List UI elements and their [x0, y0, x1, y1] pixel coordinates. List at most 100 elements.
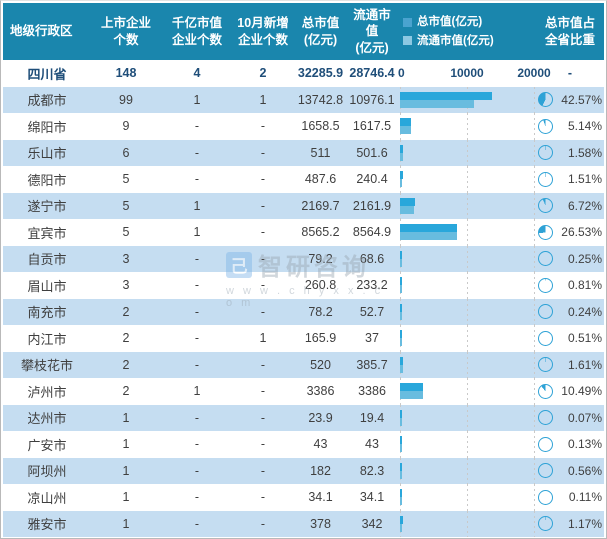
- new-october-count: 1: [259, 331, 267, 346]
- billion-cap-count: -: [194, 278, 200, 293]
- share-value: 0.51%: [567, 331, 602, 346]
- share-cell: 0.24%: [536, 299, 604, 326]
- share-pie-icon: [538, 330, 553, 346]
- bar-chart-cell: [396, 298, 536, 325]
- table-row: 凉山州 1 - - 34.1 34.1 0.11%: [3, 484, 604, 511]
- circulating-cap-bar: [400, 470, 402, 479]
- circulating-market-cap: 52.7: [359, 304, 385, 319]
- table-row: 德阳市 5 - - 487.6 240.4 1.51%: [3, 166, 604, 193]
- bar-pair: [400, 250, 402, 267]
- listed-count: 1: [122, 437, 130, 452]
- total-cap-bar: [400, 462, 402, 471]
- circulating-cap-bar: [400, 364, 403, 373]
- chart-gridline: [534, 272, 535, 299]
- share-cell: 26.53%: [536, 219, 604, 246]
- new-october-count: 1: [259, 92, 267, 107]
- share-cell: 10.49%: [536, 378, 604, 405]
- chart-gridline: [467, 139, 468, 166]
- total-market-cap: 32285.9: [297, 66, 344, 81]
- share-value: 26.53%: [561, 225, 602, 240]
- total-market-cap: 3386: [306, 384, 335, 399]
- chart-gridline: [467, 325, 468, 352]
- listed-count: 3: [122, 251, 130, 266]
- region-name: 内江市: [27, 331, 67, 347]
- bar-chart-cell: [396, 245, 536, 272]
- region-name: 乐山市: [27, 146, 67, 162]
- bar-chart-axis: 0 10000 20000: [396, 60, 551, 87]
- circulating-cap-bar: [400, 179, 402, 188]
- share-value: 0.24%: [567, 304, 602, 319]
- table-row: 攀枝花市 2 - - 520 385.7 1.61%: [3, 351, 604, 378]
- chart-gridline: [467, 457, 468, 484]
- new-october-count: -: [260, 198, 266, 213]
- circulating-market-cap: 10976.1: [349, 92, 395, 107]
- chart-gridline: [467, 298, 468, 325]
- share-value: 5.14%: [567, 119, 602, 134]
- new-october-count: -: [260, 145, 266, 160]
- bar-pair: [400, 489, 402, 506]
- circulating-market-cap: 8564.9: [352, 225, 392, 240]
- axis-tick-label: 20000: [517, 66, 551, 81]
- legend-total-swatch-icon: [403, 17, 412, 27]
- chart-gridline: [467, 166, 468, 193]
- total-cap-bar: [400, 303, 402, 312]
- table-header-row: 地级行政区 上市企业 个数 千亿市值 企业个数 10月新增 企业个数 总市值 (…: [3, 3, 604, 60]
- chart-gridline: [534, 431, 535, 458]
- billion-cap-count: -: [194, 119, 200, 134]
- total-market-cap: 165.9: [304, 331, 337, 346]
- new-october-count: -: [260, 384, 266, 399]
- region-name: 宜宾市: [27, 225, 67, 241]
- circulating-cap-bar: [400, 444, 402, 453]
- total-market-cap: 1658.5: [301, 119, 340, 134]
- circulating-cap-bar: [400, 311, 402, 320]
- chart-gridline: [534, 219, 535, 246]
- circulating-market-cap: 385.7: [356, 357, 388, 372]
- bar-chart-cell: [396, 404, 536, 431]
- bar-pair: [400, 515, 403, 532]
- table-row: 内江市 2 - 1 165.9 37 0.51%: [3, 325, 604, 352]
- listed-count: 1: [122, 410, 130, 425]
- table-row: 自贡市 3 - - 79.2 68.6 0.25%: [3, 245, 604, 272]
- bar-pair: [400, 383, 423, 400]
- share-pie-icon: [538, 171, 553, 187]
- share-pie-icon: [538, 463, 553, 479]
- region-name: 自贡市: [27, 252, 67, 268]
- billion-cap-count: -: [194, 463, 200, 478]
- bar-chart-cell: [396, 351, 536, 378]
- total-market-cap: 260.8: [304, 278, 337, 293]
- axis-tick-label: 0: [398, 66, 405, 81]
- chart-gridline: [534, 86, 535, 113]
- share-pie-icon: [538, 410, 553, 426]
- billion-cap-count: -: [194, 437, 200, 452]
- share-pie-icon: [538, 516, 553, 532]
- circulating-market-cap: 34.1: [359, 490, 385, 505]
- share-value: 0.13%: [567, 437, 602, 452]
- listed-count: 2: [122, 384, 130, 399]
- share-cell: 42.57%: [536, 87, 604, 114]
- chart-gridline: [467, 431, 468, 458]
- total-cap-bar: [400, 91, 493, 100]
- total-market-cap: 511: [310, 145, 331, 160]
- total-cap-bar: [400, 171, 404, 180]
- bar-pair: [400, 118, 412, 135]
- bar-chart-cell: [396, 378, 536, 405]
- total-cap-bar: [400, 250, 402, 259]
- table-row: 眉山市 3 - - 260.8 233.2 0.81%: [3, 272, 604, 299]
- share-cell: 0.51%: [536, 325, 604, 352]
- chart-gridline: [534, 510, 535, 537]
- bar-chart-cell: [396, 192, 536, 219]
- circulating-market-cap: 68.6: [359, 251, 385, 266]
- circulating-market-cap: 501.6: [356, 145, 388, 160]
- chart-gridline: [467, 404, 468, 431]
- share-value: 6.72%: [567, 198, 602, 213]
- share-cell: 6.72%: [536, 193, 604, 220]
- share-pie-icon: [538, 277, 553, 293]
- share-value: 1.17%: [567, 516, 602, 531]
- bar-pair: [400, 91, 493, 108]
- circulating-cap-bar: [400, 497, 402, 506]
- new-october-count: -: [260, 463, 266, 478]
- region-name: 南充市: [27, 305, 67, 321]
- circulating-cap-bar: [400, 391, 423, 400]
- region-name: 攀枝花市: [20, 358, 73, 374]
